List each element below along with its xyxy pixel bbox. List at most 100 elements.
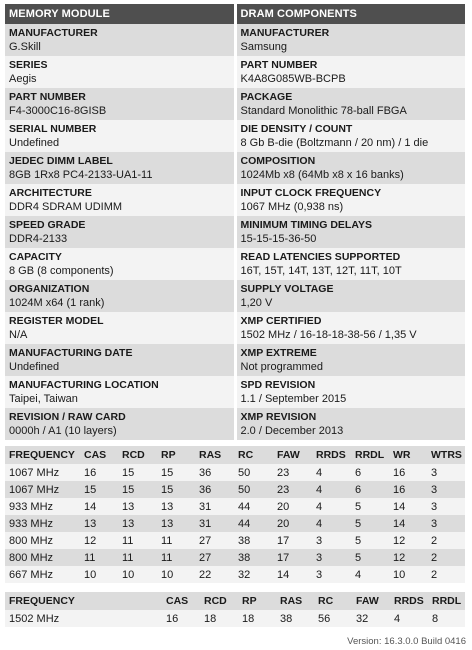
- field-register-model: REGISTER MODEL N/A: [5, 312, 234, 344]
- column-header-ras: RAS: [195, 446, 234, 464]
- field-xmp-extreme: XMP EXTREME Not programmed: [236, 344, 465, 376]
- field-label: SERIAL NUMBER: [9, 123, 97, 135]
- field-organization: ORGANIZATION 1024M x64 (1 rank): [5, 280, 234, 312]
- field-label: REVISION / RAW CARD: [9, 411, 126, 423]
- field-label: SPD REVISION: [240, 379, 316, 391]
- table-cell-rcd: 13: [118, 498, 157, 515]
- table-cell-frequency: 933 MHz: [5, 515, 80, 532]
- table-cell-rcd: 10: [118, 566, 157, 583]
- field-label: MANUFACTURING DATE: [9, 347, 133, 359]
- field-value: G.Skill: [9, 41, 41, 53]
- field-label: SUPPLY VOLTAGE: [240, 283, 334, 295]
- field-value: 2.0 / December 2013: [240, 425, 344, 437]
- field-value: Samsung: [240, 41, 287, 53]
- table-cell-wr: 14: [389, 515, 427, 532]
- column-header-rp: RP: [157, 446, 195, 464]
- dram-components-panel: DRAM COMPONENTS MANUFACTURER Samsung PART …: [236, 4, 465, 440]
- table-cell-ras: 22: [195, 566, 234, 583]
- table-cell-rrds: 4: [390, 610, 428, 627]
- field-label: XMP REVISION: [240, 411, 317, 423]
- table-cell-rrdl: 5: [351, 549, 389, 566]
- column-header-frequency: FREQUENCY: [5, 446, 80, 464]
- field-value: 8GB 1Rx8 PC4-2133-UA1-11: [9, 169, 153, 181]
- field-value: 0000h / A1 (10 layers): [9, 425, 117, 437]
- table-cell-rcd: 15: [118, 481, 157, 498]
- table-cell-rc: 38: [234, 549, 273, 566]
- table-cell-rp: 18: [238, 610, 276, 627]
- field-value: 8 GB (8 components): [9, 265, 114, 277]
- table-cell-rrdl: 6: [351, 481, 389, 498]
- table-cell-ras: 27: [195, 532, 234, 549]
- table-cell-rp: 11: [157, 549, 195, 566]
- table-cell-rc: 50: [234, 464, 273, 481]
- table-cell-rp: 13: [157, 515, 195, 532]
- table-cell-faw: 20: [273, 515, 312, 532]
- table-cell-cas: 16: [162, 610, 200, 627]
- field-label: PART NUMBER: [240, 59, 318, 71]
- table-cell-wr: 12: [389, 549, 427, 566]
- field-supply-voltage: SUPPLY VOLTAGE 1,20 V: [236, 280, 465, 312]
- column-header-rrdl: RRDL: [428, 592, 465, 610]
- table-cell-wtrs: 3: [427, 481, 465, 498]
- table-cell-faw: 23: [273, 464, 312, 481]
- field-composition: COMPOSITION 1024Mb x8 (64Mb x8 x 16 banks…: [236, 152, 465, 184]
- table-row: 1067 MHz 16 15 15 36 50 23 4 6 16 3: [5, 464, 465, 481]
- field-label: COMPOSITION: [240, 155, 316, 167]
- spd-report: MEMORY MODULE MANUFACTURER G.Skill SERIES A…: [5, 4, 465, 627]
- info-panels: MEMORY MODULE MANUFACTURER G.Skill SERIES A…: [5, 4, 465, 440]
- column-header-ras: RAS: [276, 592, 314, 610]
- table-row: 667 MHz 10 10 10 22 32 14 3 4 10 2: [5, 566, 465, 583]
- table-cell-frequency: 1067 MHz: [5, 481, 80, 498]
- table-cell-faw: 32: [352, 610, 390, 627]
- table-cell-frequency: 933 MHz: [5, 498, 80, 515]
- field-serial-number: SERIAL NUMBER Undefined: [5, 120, 234, 152]
- table-cell-rc: 44: [234, 498, 273, 515]
- table-cell-faw: 14: [273, 566, 312, 583]
- jedec-header-row: FREQUENCY CAS RCD RP RAS RC FAW RRDS RRDL WR WTRS: [5, 446, 465, 464]
- table-cell-faw: 20: [273, 498, 312, 515]
- table-cell-rrdl: 5: [351, 515, 389, 532]
- column-header-cas: CAS: [80, 446, 118, 464]
- field-label: SPEED GRADE: [9, 219, 86, 231]
- table-cell-cas: 12: [80, 532, 118, 549]
- field-xmp-revision: XMP REVISION 2.0 / December 2013: [236, 408, 465, 440]
- table-cell-rcd: 13: [118, 515, 157, 532]
- table-cell-cas: 15: [80, 481, 118, 498]
- field-value: Undefined: [9, 137, 60, 149]
- field-label: MANUFACTURER: [240, 27, 330, 39]
- table-cell-wtrs: 2: [427, 566, 465, 583]
- field-label: JEDEC DIMM LABEL: [9, 155, 113, 167]
- table-cell-frequency: 667 MHz: [5, 566, 80, 583]
- field-capacity: CAPACITY 8 GB (8 components): [5, 248, 234, 280]
- table-cell-wr: 14: [389, 498, 427, 515]
- column-header-rrds: RRDS: [390, 592, 428, 610]
- field-spd-revision: SPD REVISION 1.1 / September 2015: [236, 376, 465, 408]
- field-package: PACKAGE Standard Monolithic 78-ball FBGA: [236, 88, 465, 120]
- table-cell-frequency: 800 MHz: [5, 549, 80, 566]
- table-cell-rp: 15: [157, 481, 195, 498]
- field-manufacturer: MANUFACTURER Samsung: [236, 24, 465, 56]
- table-cell-faw: 23: [273, 481, 312, 498]
- column-header-wtrs: WTRS: [427, 446, 465, 464]
- table-cell-ras: 36: [195, 464, 234, 481]
- field-label: MANUFACTURING LOCATION: [9, 379, 159, 391]
- field-label: ORGANIZATION: [9, 283, 90, 295]
- table-cell-rrdl: 8: [428, 610, 465, 627]
- field-label: PART NUMBER: [9, 91, 86, 103]
- column-header-wr: WR: [389, 446, 427, 464]
- column-header-rcd: RCD: [118, 446, 157, 464]
- table-cell-rrds: 3: [312, 566, 351, 583]
- table-row: 933 MHz 13 13 13 31 44 20 4 5 14 3: [5, 515, 465, 532]
- table-cell-ras: 31: [195, 498, 234, 515]
- table-cell-rc: 50: [234, 481, 273, 498]
- field-speed-grade: SPEED GRADE DDR4-2133: [5, 216, 234, 248]
- table-cell-wtrs: 2: [427, 549, 465, 566]
- table-cell-frequency: 1502 MHz: [5, 610, 162, 627]
- column-header-rc: RC: [234, 446, 273, 464]
- field-part-number: PART NUMBER F4-3000C16-8GISB: [5, 88, 234, 120]
- field-value: 1.1 / September 2015: [240, 393, 347, 405]
- table-cell-frequency: 1067 MHz: [5, 464, 80, 481]
- field-value: 1502 MHz / 16-18-18-38-56 / 1,35 V: [240, 329, 417, 341]
- table-cell-rrds: 4: [312, 498, 351, 515]
- field-label: INPUT CLOCK FREQUENCY: [240, 187, 382, 199]
